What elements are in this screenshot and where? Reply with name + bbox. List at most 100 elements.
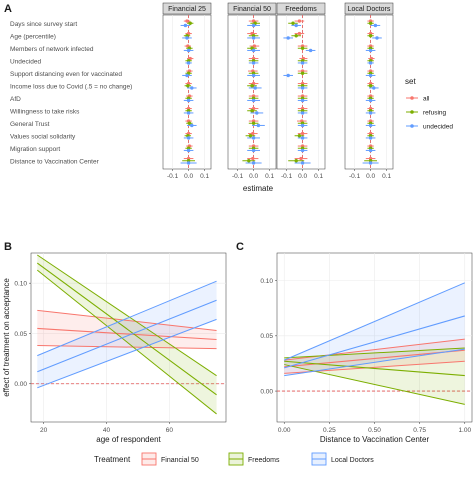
estimate-point [251,73,256,78]
y-category-label: General Trust [10,121,50,128]
y-category-label: Income loss due to Covid (.5 = no change… [10,83,132,90]
y-category-label: Days since survey start [10,21,77,28]
upper-bound-line [37,254,217,377]
estimate-point [294,159,298,163]
estimate-point [190,123,194,128]
x-tick-label: -0.1 [167,173,179,180]
estimate-point [372,86,376,90]
panel-c-letter: C [236,241,244,253]
estimate-point [300,131,305,136]
y-tick-label: 0.00 [14,381,27,388]
estimate-point [251,161,256,165]
estimate-point [186,161,191,165]
panel-b: 20 40 60 0.00 0.05 0.10 age of respondent effec… [2,252,227,444]
y-tick-label: 0.10 [260,278,273,285]
effect-line [36,262,217,396]
x-tick-label: 0.00 [278,427,291,434]
estimate-point [297,31,302,36]
facet-strip-label: Financial 50 [233,6,271,13]
estimate-point [297,134,302,138]
estimate-point [300,123,305,128]
estimate-point [375,36,379,40]
estimate-point [294,34,298,38]
estimate-point [186,98,191,103]
facet-panel [344,14,394,170]
estimate-point [286,36,290,40]
legend-label: undecided [423,124,453,131]
estimate-point [368,61,373,65]
estimate-point [185,19,189,23]
upper-bound-line [37,309,217,331]
x-tick-label: 0.0 [298,173,307,180]
estimate-point [250,84,254,88]
estimate-point [186,48,191,53]
upper-bound-line [284,282,465,361]
estimate-point [368,84,373,88]
y-tick-label: 0.10 [14,280,27,287]
estimate-point [291,21,295,25]
estimate-point [300,61,305,65]
estimate-point [186,148,191,153]
estimate-point [300,161,305,165]
x-tick-label: 0.0 [249,173,258,180]
x-axis-title: estimate [243,184,274,193]
effect-line [284,360,465,377]
x-axis-title: age of respondent [96,435,161,444]
x-tick-label: 0.25 [323,427,336,434]
estimate-point [368,111,373,115]
estimate-point [185,73,189,78]
estimate-point [255,111,259,115]
x-tick-label: 1.00 [458,427,471,434]
y-category-label: Values social solidarity [10,133,76,140]
lower-bound-line [37,345,217,350]
effect-line [37,299,217,373]
y-category-label: Members of network infected [10,46,94,53]
estimate-point [186,84,190,88]
estimate-point [299,156,303,161]
x-tick-label: 0.1 [265,173,274,180]
estimate-point [251,23,256,28]
estimate-point [251,61,256,65]
panel-c: 0.00 0.25 0.50 0.75 1.00 0.00 0.05 0.10 Distance… [260,252,473,444]
facet-panel [162,14,212,170]
estimate-point [368,98,373,103]
estimate-point [183,23,188,28]
y-tick-label: 0.05 [260,333,273,340]
x-tick-label: 0.0 [366,173,375,180]
estimate-point [252,44,257,48]
y-category-label: Distance to Vaccination Center [10,158,100,165]
estimate-point [251,148,256,153]
estimate-point [186,61,191,65]
estimate-point [368,21,373,25]
estimate-point [300,136,305,140]
effect-line [284,315,465,369]
estimate-point [186,136,191,140]
x-axis-title: Distance to Vaccination Center [320,435,430,444]
estimate-point [368,123,373,128]
estimate-point [190,86,194,90]
legend-title: Treatment [94,455,131,464]
estimate-point [368,148,373,153]
facet-panel [227,14,277,170]
estimate-point [286,73,290,78]
estimate-point [300,98,305,103]
facet-strip-label: Freedoms [285,6,317,13]
legend-label: Freedoms [248,457,280,464]
estimate-point [251,36,256,40]
legend-key-point [410,124,414,128]
x-tick-label: 0.1 [314,173,323,180]
estimate-point [248,134,253,138]
estimate-point [308,48,313,53]
legend-key-point [410,110,414,114]
x-tick-label: 0.1 [382,173,391,180]
legend-label: refusing [423,110,447,117]
facet-panel [276,14,326,170]
estimate-point [368,48,373,53]
x-tick-label: -0.1 [349,173,361,180]
x-tick-label: -0.1 [232,173,244,180]
estimate-point [300,111,305,115]
facet-strip-label: Financial 25 [168,6,206,13]
y-category-label: Age (percentile) [10,33,56,40]
panel-a: Days since survey start Age (percentile) M… [10,2,453,193]
x-tick-label: 60 [166,427,174,434]
